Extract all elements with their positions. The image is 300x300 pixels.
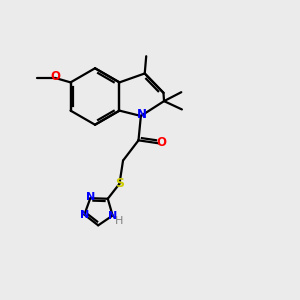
Text: N: N	[136, 108, 146, 121]
Text: N: N	[108, 211, 117, 220]
Text: O: O	[50, 70, 60, 83]
Text: H: H	[115, 216, 123, 226]
Text: O: O	[157, 136, 167, 149]
Text: N: N	[86, 192, 95, 202]
Text: S: S	[116, 177, 124, 190]
Text: N: N	[80, 210, 89, 220]
